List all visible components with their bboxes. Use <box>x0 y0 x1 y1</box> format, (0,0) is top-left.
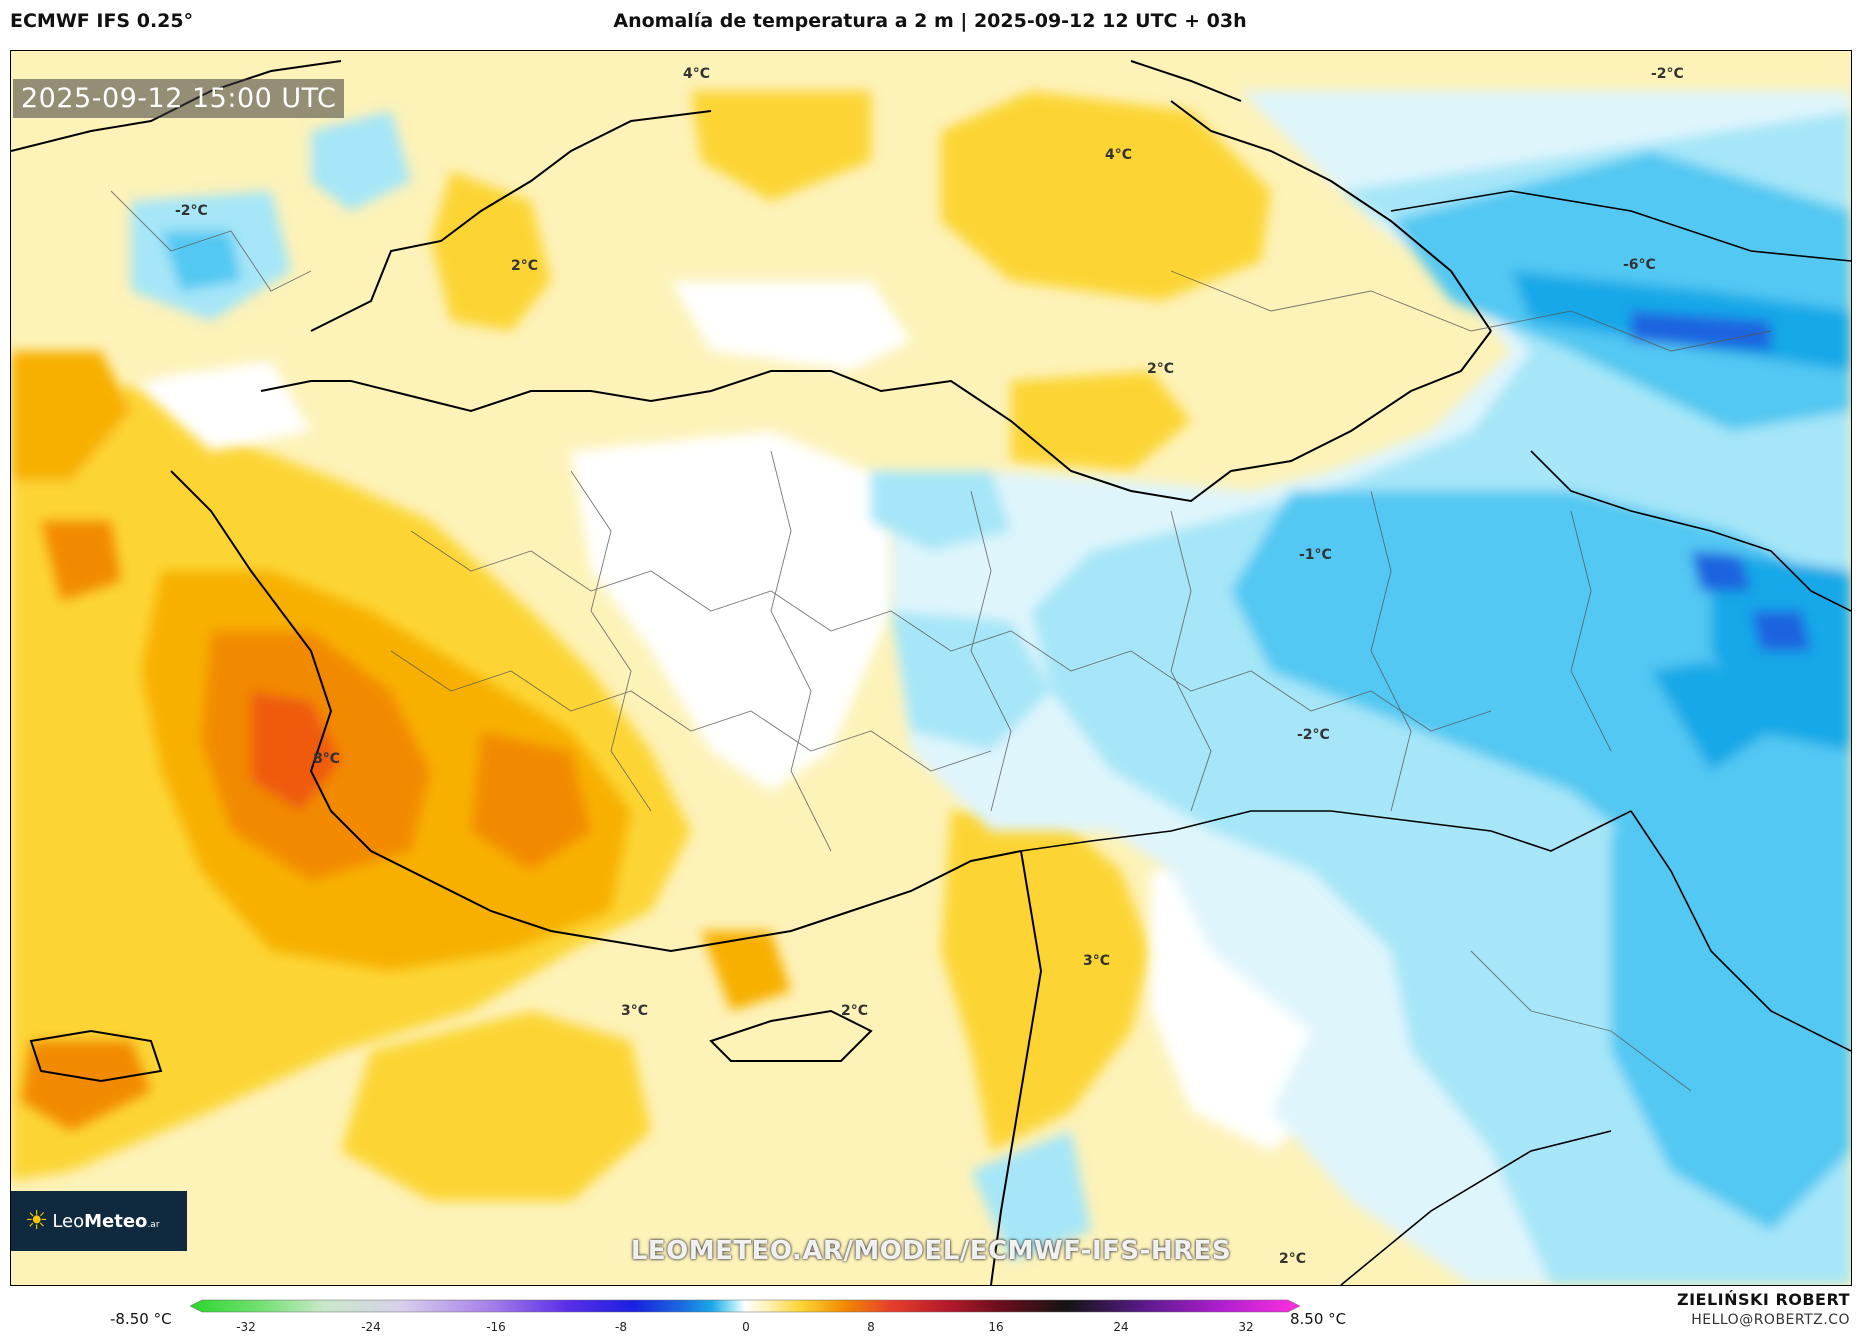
colorbar-max-label: 8.50 °C <box>1290 1310 1347 1328</box>
contour-label: 4°C <box>1105 147 1132 163</box>
colorbar-min-label: -8.50 °C <box>110 1310 172 1328</box>
hot-core <box>21 521 791 1131</box>
contour-label: 3°C <box>1083 953 1110 969</box>
model-name: ECMWF IFS 0.25° <box>10 10 194 32</box>
contour-label: 8°C <box>313 751 340 767</box>
colorbar-tick: -8 <box>615 1320 627 1334</box>
colorbar-ticks: -32 -24 -16 -8 0 8 16 24 32 <box>236 1320 1253 1334</box>
contour-label: 3°C <box>621 1003 648 1019</box>
colorbar-tick: 8 <box>867 1320 875 1334</box>
author-email[interactable]: HELLO@ROBERTZ.CO <box>1691 1312 1850 1328</box>
valid-time-badge: 2025-09-12 15:00 UTC <box>13 79 345 118</box>
contour-label: 2°C <box>1279 1251 1306 1267</box>
province-borders <box>110 190 1772 1092</box>
contour-label: -6°C <box>1623 257 1656 273</box>
contour-label: 2°C <box>841 1003 868 1019</box>
colorbar-tick: 24 <box>1113 1320 1128 1334</box>
cold-fields <box>131 91 1851 1285</box>
colorbar-tick: 32 <box>1238 1320 1253 1334</box>
country-borders <box>1020 190 1851 1285</box>
sun-logo-icon: ☀ <box>25 1206 49 1236</box>
contour-label: 4°C <box>683 66 710 82</box>
logo-brand-text: LeoMeteo.ar <box>52 1210 160 1232</box>
colorbar-tick: -32 <box>236 1320 256 1334</box>
contour-label: -2°C <box>1651 66 1684 82</box>
map-title: Anomalía de temperatura a 2 m | 2025-09-… <box>613 10 1247 32</box>
colorbar-tick: 16 <box>988 1320 1003 1334</box>
contour-label: -2°C <box>175 203 208 219</box>
author-credit: ZIELIŃSKI ROBERT HELLO@ROBERTZ.CO <box>1677 1290 1850 1328</box>
source-watermark: LEOMETEO.AR/MODEL/ECMWF-IFS-HRES <box>630 1236 1232 1266</box>
contour-label: -2°C <box>1297 727 1330 743</box>
contour-labels: 4°C 4°C 2°C 2°C -2°C -2°C -6°C -1°C -2°C… <box>175 66 1684 1267</box>
contour-label: 2°C <box>1147 361 1174 377</box>
coastlines <box>11 60 1492 1285</box>
leometeo-logo[interactable]: ☀ LeoMeteo.ar <box>11 1191 187 1251</box>
colorbar-tick: 0 <box>742 1320 750 1334</box>
colorbar: -32 -24 -16 -8 0 8 16 24 32 <box>190 1299 1300 1334</box>
colorbar-tick: -16 <box>486 1320 506 1334</box>
anomaly-map: 4°C 4°C 2°C 2°C -2°C -2°C -6°C -1°C -2°C… <box>11 51 1851 1285</box>
contour-label: 2°C <box>511 258 538 274</box>
colorbar-tick: -24 <box>361 1320 381 1334</box>
author-name: ZIELIŃSKI ROBERT <box>1676 1290 1850 1309</box>
map-panel: 4°C 4°C 2°C 2°C -2°C -2°C -6°C -1°C -2°C… <box>10 50 1852 1286</box>
contour-label: -1°C <box>1299 547 1332 563</box>
